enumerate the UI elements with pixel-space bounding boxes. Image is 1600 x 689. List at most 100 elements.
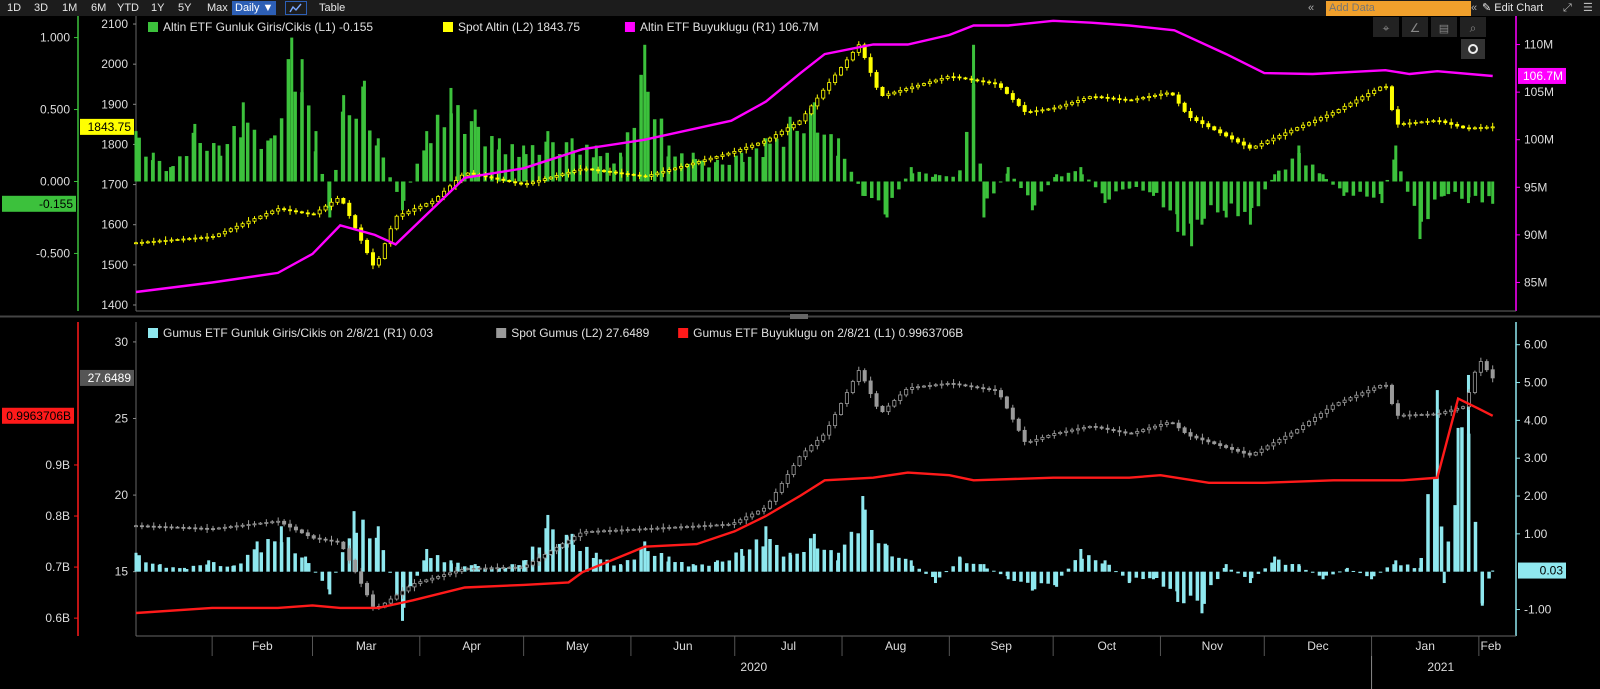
flow-bar xyxy=(144,156,148,182)
candle-body xyxy=(910,386,915,390)
flow-bar xyxy=(1304,165,1308,182)
candle-body xyxy=(939,78,944,81)
expand-icon[interactable]: ⤢ xyxy=(1563,2,1572,14)
flow-bar xyxy=(652,555,657,572)
candle-body xyxy=(720,524,725,527)
candle-body xyxy=(163,240,168,242)
annotation-tool[interactable] xyxy=(1431,17,1457,37)
candle-body xyxy=(785,127,790,132)
candle-body xyxy=(1271,137,1276,142)
flow-bar xyxy=(937,175,942,182)
candle-body xyxy=(418,205,423,210)
candle-body xyxy=(933,384,938,387)
candle-body xyxy=(1277,439,1282,444)
flow-bar xyxy=(1209,181,1213,206)
edit-chart-button[interactable]: ✎ Edit Chart xyxy=(1482,2,1544,14)
candle-body xyxy=(459,569,464,572)
zoom-tool[interactable] xyxy=(1460,17,1486,37)
candle-body xyxy=(246,524,251,526)
month-label: Jan xyxy=(1416,639,1435,653)
add-data-input[interactable] xyxy=(1326,1,1471,16)
settings-icon[interactable]: ☰ xyxy=(1583,2,1593,14)
candle-body xyxy=(1093,96,1098,99)
flow-bar xyxy=(598,156,603,182)
flow-bar xyxy=(1466,181,1470,204)
flow-bar xyxy=(354,118,358,182)
candle-body xyxy=(886,93,891,96)
period-6m-button[interactable]: 6M xyxy=(91,2,107,14)
candle-body xyxy=(1466,392,1471,408)
candle-body xyxy=(1087,96,1092,99)
candle-body xyxy=(542,554,547,559)
candle-body xyxy=(998,390,1003,398)
flow-bar xyxy=(1030,181,1034,211)
flow-bar xyxy=(340,552,345,572)
period-3d-button[interactable]: 3D xyxy=(34,2,49,14)
candle-body xyxy=(394,215,399,230)
candle-body xyxy=(1200,437,1205,441)
l2-tick-label: 2100 xyxy=(101,17,128,31)
candle-body xyxy=(145,525,150,528)
flow-bar xyxy=(469,121,474,182)
crosshair-tool[interactable] xyxy=(1373,17,1399,37)
candle-body xyxy=(1490,369,1495,379)
flow-bar xyxy=(795,553,799,572)
r1-tick-label: 110M xyxy=(1524,38,1553,52)
flow-bar xyxy=(232,126,236,182)
flow-bar xyxy=(376,526,380,572)
collapse-right-icon[interactable]: « xyxy=(1471,2,1478,14)
frequency-dropdown[interactable]: Daily ▼ xyxy=(232,1,277,15)
period-5y-button[interactable]: 5Y xyxy=(178,2,192,14)
period-ytd-button[interactable]: YTD xyxy=(117,2,139,14)
flow-bar xyxy=(1079,167,1083,182)
flow-bar xyxy=(462,566,467,572)
candle-body xyxy=(1034,438,1039,442)
candle-body xyxy=(572,170,577,173)
flow-bar xyxy=(290,37,294,182)
r1-tick-label: 4.00 xyxy=(1524,413,1548,427)
flow-bar xyxy=(632,559,637,572)
flow-bar xyxy=(917,171,921,182)
candle-body xyxy=(519,566,524,569)
candle-body xyxy=(631,528,636,531)
candle-body xyxy=(305,212,310,215)
record-button[interactable] xyxy=(1461,39,1485,59)
chart-type-icon[interactable] xyxy=(285,1,307,15)
l2-tick-label: 1700 xyxy=(101,178,128,192)
candle-body xyxy=(850,51,855,61)
flow-bar xyxy=(1154,571,1159,578)
flow-bar xyxy=(320,571,325,581)
flow-bar xyxy=(1399,565,1403,572)
flow-bar xyxy=(632,127,637,182)
flow-bar xyxy=(241,102,245,182)
candle-body xyxy=(655,527,660,530)
candle-body xyxy=(489,176,494,179)
candle-body xyxy=(222,526,227,529)
flow-bar xyxy=(1283,169,1288,182)
candle-body xyxy=(317,537,322,540)
draw-tool[interactable] xyxy=(1402,17,1428,37)
flow-bar xyxy=(1331,571,1335,575)
flow-bar xyxy=(691,564,695,572)
draw-line-icon: ∠ xyxy=(1410,21,1421,35)
candle-body xyxy=(501,567,506,570)
flow-bar xyxy=(362,80,366,182)
table-button[interactable]: Table xyxy=(319,2,346,14)
flow-bar xyxy=(1154,181,1159,193)
candle-body xyxy=(975,79,980,82)
flow-bar xyxy=(619,564,623,572)
flow-bar xyxy=(883,181,888,215)
flow-bar xyxy=(178,568,182,572)
l2-tick-label: 1800 xyxy=(101,137,128,151)
candle-body xyxy=(181,526,186,529)
collapse-left-icon[interactable]: « xyxy=(1308,2,1315,14)
flow-bar xyxy=(1344,181,1349,193)
flow-bar xyxy=(1222,181,1227,211)
period-1y-button[interactable]: 1Y xyxy=(151,2,165,14)
candle-body xyxy=(299,211,304,214)
period-1d-button[interactable]: 1D xyxy=(7,2,22,14)
flow-bar xyxy=(435,114,440,182)
period-1m-button[interactable]: 1M xyxy=(62,2,78,14)
period-max-button[interactable]: Max xyxy=(207,2,228,14)
candle-body xyxy=(270,210,275,214)
